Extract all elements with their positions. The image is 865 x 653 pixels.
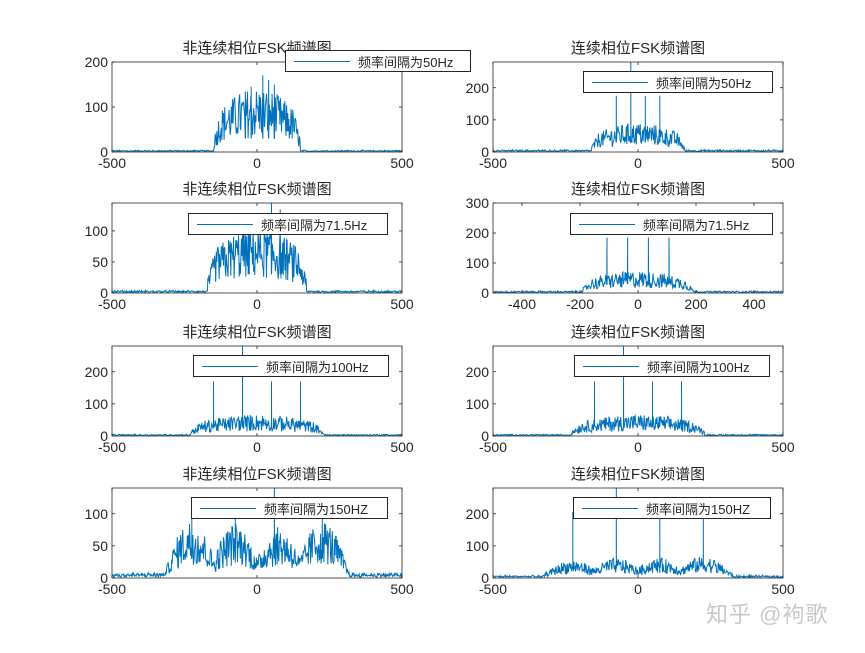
y-tick-label: 100: [465, 111, 489, 128]
y-tick-label: 300: [465, 195, 489, 211]
legend-box[interactable]: 频率间隔为150HZ: [573, 497, 771, 519]
spectrum-line: [112, 488, 402, 578]
x-tick-label: -500: [97, 296, 127, 312]
y-tick-label: 0: [481, 285, 489, 301]
x-tick-label: 200: [684, 296, 708, 312]
y-tick-label: 50: [92, 537, 108, 554]
legend-line-icon: [583, 365, 639, 367]
legend-box[interactable]: 频率间隔为100Hz: [574, 355, 770, 377]
y-tick-label: 200: [465, 363, 489, 380]
legend-label: 频率间隔为50Hz: [358, 54, 454, 70]
legend-line-icon: [592, 81, 648, 83]
y-tick-label: 200: [84, 54, 108, 70]
y-tick-label: 100: [84, 395, 108, 412]
x-tick-label: 0: [253, 439, 261, 455]
legend-line-icon: [197, 223, 253, 225]
x-tick-label: 500: [390, 439, 414, 455]
spectrum-line: [112, 75, 402, 152]
y-tick-label: 100: [84, 99, 108, 115]
spectrum-line: [493, 346, 783, 436]
x-tick-label: 400: [742, 296, 766, 312]
legend-box[interactable]: 频率间隔为50Hz: [583, 71, 773, 93]
subplot-title: 非连续相位FSK频谱图: [182, 181, 332, 198]
legend-box[interactable]: 频率间隔为71.5Hz: [570, 213, 773, 235]
subplot-title: 连续相位FSK频谱图: [570, 40, 706, 57]
subplot-4: [492, 202, 784, 294]
x-tick-label: 0: [634, 581, 642, 597]
y-tick-label: 100: [465, 395, 489, 412]
subplot-8: [492, 487, 784, 579]
y-tick-label: 200: [465, 505, 489, 522]
spectrum-line: [493, 62, 783, 152]
y-tick-label: 0: [481, 144, 489, 160]
y-tick-label: 100: [84, 505, 108, 522]
y-tick-label: 0: [100, 144, 108, 160]
legend-box[interactable]: 频率间隔为150HZ: [191, 497, 388, 519]
x-tick-label: 500: [771, 581, 795, 597]
subplot-1: [111, 61, 403, 153]
y-tick-label: 0: [100, 570, 108, 586]
legend-box[interactable]: 频率间隔为71.5Hz: [188, 213, 388, 235]
legend-label: 频率间隔为71.5Hz: [261, 217, 368, 233]
spectrum-line: [493, 488, 783, 578]
x-tick-label: -500: [478, 581, 508, 597]
y-tick-label: 100: [465, 255, 489, 271]
y-tick-label: 200: [84, 363, 108, 380]
subplot-title: 连续相位FSK频谱图: [570, 181, 706, 198]
y-tick-label: 200: [465, 225, 489, 241]
x-tick-label: -500: [97, 439, 127, 455]
x-tick-label: 500: [390, 155, 414, 171]
subplot-7: [111, 487, 403, 579]
legend-box[interactable]: 频率间隔为50Hz: [285, 50, 471, 72]
x-tick-label: 500: [390, 296, 414, 312]
legend-line-icon: [200, 507, 256, 509]
x-tick-label: -400: [507, 296, 537, 312]
y-tick-label: 0: [100, 285, 108, 301]
y-tick-label: 50: [92, 253, 108, 270]
legend-label: 频率间隔为150HZ: [646, 501, 751, 517]
watermark: 知乎 @袧歌: [706, 602, 829, 627]
legend-box[interactable]: 频率间隔为100Hz: [193, 355, 389, 377]
legend-label: 频率间隔为100Hz: [266, 359, 369, 375]
x-tick-label: 0: [634, 439, 642, 455]
subplot-6: [492, 345, 784, 437]
subplot-2: [492, 61, 784, 153]
subplot-title: 非连续相位FSK频谱图: [182, 466, 332, 483]
legend-line-icon: [202, 365, 258, 367]
x-tick-label: -500: [478, 155, 508, 171]
x-tick-label: -500: [97, 155, 127, 171]
legend-line-icon: [579, 223, 635, 225]
subplot-title: 连续相位FSK频谱图: [570, 324, 706, 341]
x-tick-label: 500: [771, 439, 795, 455]
x-tick-label: -200: [565, 296, 595, 312]
y-tick-label: 0: [481, 428, 489, 444]
legend-label: 频率间隔为71.5Hz: [643, 217, 750, 233]
y-tick-label: 100: [84, 222, 108, 239]
x-tick-label: -500: [478, 439, 508, 455]
subplot-title: 连续相位FSK频谱图: [570, 466, 706, 483]
y-tick-label: 0: [100, 428, 108, 444]
x-tick-label: 500: [390, 581, 414, 597]
x-tick-label: 0: [253, 296, 261, 312]
subplot-5: [111, 345, 403, 437]
spectrum-line: [493, 237, 783, 293]
x-tick-label: 0: [253, 155, 261, 171]
legend-label: 频率间隔为150HZ: [264, 501, 369, 517]
legend-label: 频率间隔为50Hz: [656, 75, 752, 91]
x-tick-label: 500: [771, 155, 795, 171]
subplot-3: [111, 202, 403, 294]
x-tick-label: 0: [634, 296, 642, 312]
y-tick-label: 200: [465, 79, 489, 96]
x-tick-label: 0: [634, 155, 642, 171]
y-tick-label: 0: [481, 570, 489, 586]
y-tick-label: 100: [465, 537, 489, 554]
legend-line-icon: [294, 60, 350, 62]
x-tick-label: -500: [97, 581, 127, 597]
x-tick-label: 0: [253, 581, 261, 597]
subplot-title: 非连续相位FSK频谱图: [182, 324, 332, 341]
legend-line-icon: [582, 507, 638, 509]
legend-label: 频率间隔为100Hz: [647, 359, 750, 375]
